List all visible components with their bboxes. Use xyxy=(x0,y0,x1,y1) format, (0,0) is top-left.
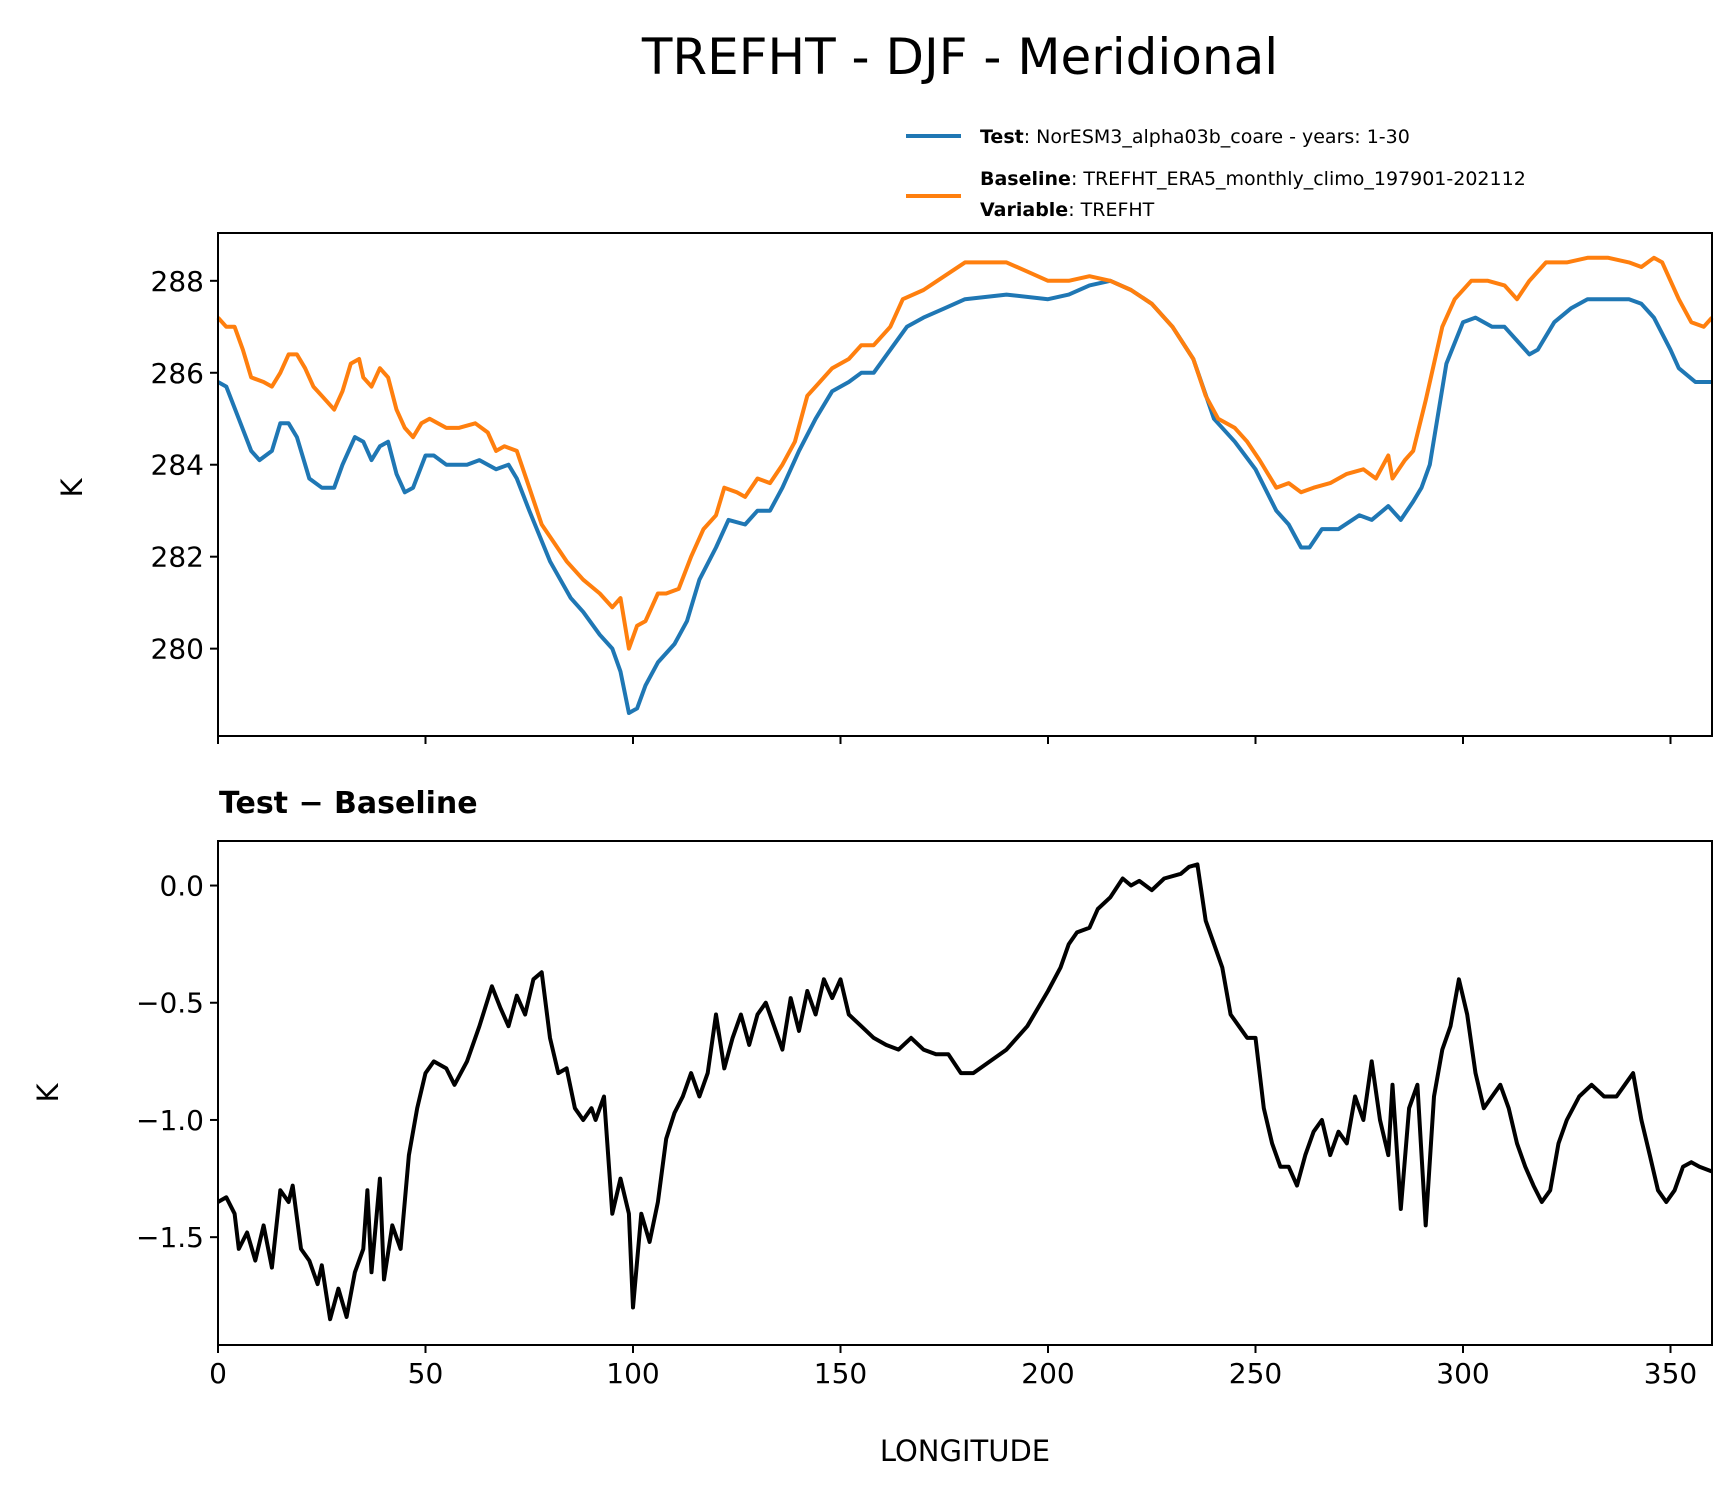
top-y-tick-label: 282 xyxy=(151,541,204,574)
bottom-y-tick-label: −0.5 xyxy=(136,987,204,1020)
x-axis-label: LONGITUDE xyxy=(880,1434,1050,1468)
bottom-axes-frame xyxy=(217,840,1713,1346)
legend-label-test: Test: NorESM3_alpha03b_coare - years: 1-… xyxy=(980,126,1410,148)
legend-label-baseline: Baseline: TREFHT_ERA5_monthly_climo_1979… xyxy=(980,168,1526,190)
top-y-tick-label: 280 xyxy=(151,633,204,666)
bottom-y-tick-label: −1.5 xyxy=(136,1221,204,1254)
bottom-series-line-test-baseline xyxy=(217,862,1713,1322)
bottom-y-axis-label: K xyxy=(31,1083,65,1103)
bottom-y-tick-label: 0.0 xyxy=(159,870,204,903)
bottom-x-tick-label: 300 xyxy=(1436,1357,1489,1390)
top-series-line-test xyxy=(217,278,1712,715)
top-y-tick-label: 284 xyxy=(151,449,204,482)
bottom-axes: 0.0 −0.5 −1.0 −1.5 0 50 100 150 200 250 300 350 xyxy=(136,840,1713,1390)
top-series-line-baseline xyxy=(216,255,1714,651)
top-axes-frame xyxy=(217,232,1713,737)
bottom-x-tick-label: 100 xyxy=(606,1357,659,1390)
bottom-x-tick-label: 150 xyxy=(814,1357,867,1390)
legend: Test: NorESM3_alpha03b_coare - years: 1-… xyxy=(906,126,1526,221)
top-y-axis-label: K xyxy=(55,478,89,498)
bottom-x-tick-label: 350 xyxy=(1644,1357,1697,1390)
bottom-x-tick-label: 50 xyxy=(408,1357,444,1390)
bottom-x-tick-label: 250 xyxy=(1229,1357,1282,1390)
bottom-y-tick-label: −1.0 xyxy=(136,1104,204,1137)
top-axes: 280 282 284 286 288 xyxy=(151,232,1714,744)
chart-title: TREFHT - DJF - Meridional xyxy=(641,28,1278,86)
bottom-x-tick-label: 200 xyxy=(1021,1357,1074,1390)
bottom-subtitle: Test − Baseline xyxy=(219,786,478,821)
top-y-tick-label: 288 xyxy=(151,265,204,298)
bottom-x-tick-label: 0 xyxy=(209,1357,227,1390)
legend-label-variable: Variable: TREFHT xyxy=(980,199,1155,221)
top-y-tick-label: 286 xyxy=(151,357,204,390)
